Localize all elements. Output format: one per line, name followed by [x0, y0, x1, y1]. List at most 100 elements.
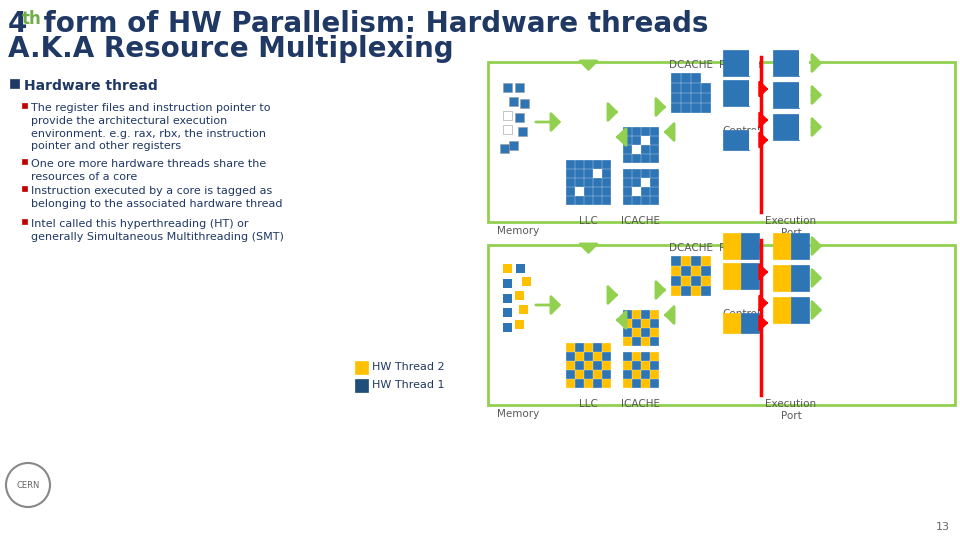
Bar — [741, 313, 759, 333]
Bar — [593, 187, 601, 195]
Bar — [593, 379, 601, 387]
Bar — [566, 361, 574, 369]
Bar — [515, 291, 524, 300]
Bar — [791, 233, 809, 259]
Bar — [593, 169, 601, 177]
Bar — [575, 196, 583, 204]
Bar — [515, 113, 524, 122]
Bar — [593, 361, 601, 369]
Bar — [641, 337, 649, 345]
Bar — [602, 169, 610, 177]
Bar — [602, 178, 610, 186]
Bar — [650, 127, 658, 135]
Bar — [791, 297, 809, 323]
Bar — [650, 187, 658, 195]
Bar — [701, 276, 710, 285]
Bar — [641, 127, 649, 135]
Bar — [503, 323, 512, 332]
Text: Execution
Port: Execution Port — [765, 399, 817, 421]
Bar — [566, 196, 574, 204]
Bar — [503, 294, 512, 303]
Bar — [566, 160, 574, 168]
Bar — [799, 82, 809, 108]
Bar — [650, 169, 658, 177]
Bar — [355, 379, 368, 392]
Bar — [575, 160, 583, 168]
Bar — [681, 83, 690, 92]
Bar — [641, 361, 649, 369]
Bar — [641, 187, 649, 195]
Bar — [503, 264, 512, 273]
Bar — [701, 73, 710, 82]
Bar — [623, 145, 631, 153]
Bar — [650, 310, 658, 318]
Bar — [749, 80, 759, 106]
Bar — [641, 196, 649, 204]
Bar — [773, 297, 791, 323]
Bar — [681, 266, 690, 275]
Bar — [584, 361, 592, 369]
Bar — [22, 159, 27, 164]
Bar — [602, 352, 610, 360]
Bar — [641, 178, 649, 186]
Bar — [623, 337, 631, 345]
Bar — [602, 196, 610, 204]
Bar — [650, 370, 658, 378]
Bar — [641, 319, 649, 327]
Bar — [623, 187, 631, 195]
Bar — [575, 370, 583, 378]
Bar — [671, 276, 680, 285]
Bar — [741, 233, 759, 259]
Bar — [632, 328, 640, 336]
Bar — [584, 370, 592, 378]
Bar — [701, 103, 710, 112]
Bar — [355, 361, 368, 374]
Bar — [671, 93, 680, 102]
Bar — [641, 370, 649, 378]
Text: Memory: Memory — [497, 226, 540, 236]
Bar — [749, 50, 759, 76]
Text: form of HW Parallelism: Hardware threads: form of HW Parallelism: Hardware threads — [34, 10, 708, 38]
Bar — [641, 145, 649, 153]
Bar — [602, 343, 610, 351]
Text: A.K.A Resource Multiplexing: A.K.A Resource Multiplexing — [8, 35, 454, 63]
Bar — [641, 310, 649, 318]
Bar — [566, 352, 574, 360]
Text: DCACHE: DCACHE — [669, 243, 713, 253]
Text: ICACHE: ICACHE — [621, 216, 660, 226]
Bar — [503, 308, 512, 317]
Bar — [723, 50, 749, 76]
Bar — [632, 196, 640, 204]
Bar — [741, 263, 759, 289]
Bar — [503, 83, 512, 92]
Text: Intel called this hyperthreading (HT) or
generally Simultaneous Multithreading (: Intel called this hyperthreading (HT) or… — [31, 219, 284, 242]
Text: Register: Register — [719, 243, 762, 253]
Bar — [632, 187, 640, 195]
Bar — [791, 265, 809, 291]
Bar — [10, 79, 19, 88]
Bar — [488, 245, 955, 405]
Bar — [584, 379, 592, 387]
Bar — [623, 127, 631, 135]
Text: LLC: LLC — [579, 399, 598, 409]
Text: Instruction executed by a core is tagged as
belonging to the associated hardware: Instruction executed by a core is tagged… — [31, 186, 282, 209]
Bar — [671, 103, 680, 112]
Text: 13: 13 — [936, 522, 950, 532]
Bar — [623, 370, 631, 378]
Text: Register: Register — [719, 60, 762, 70]
Bar — [632, 319, 640, 327]
Bar — [723, 313, 741, 333]
Bar — [671, 83, 680, 92]
Bar — [593, 370, 601, 378]
Text: Memory: Memory — [497, 409, 540, 419]
Bar — [623, 154, 631, 162]
Bar — [691, 73, 700, 82]
Bar — [584, 343, 592, 351]
Bar — [691, 256, 700, 265]
Bar — [632, 370, 640, 378]
Bar — [566, 178, 574, 186]
Bar — [701, 83, 710, 92]
Bar — [641, 169, 649, 177]
Bar — [503, 279, 512, 288]
Bar — [641, 154, 649, 162]
